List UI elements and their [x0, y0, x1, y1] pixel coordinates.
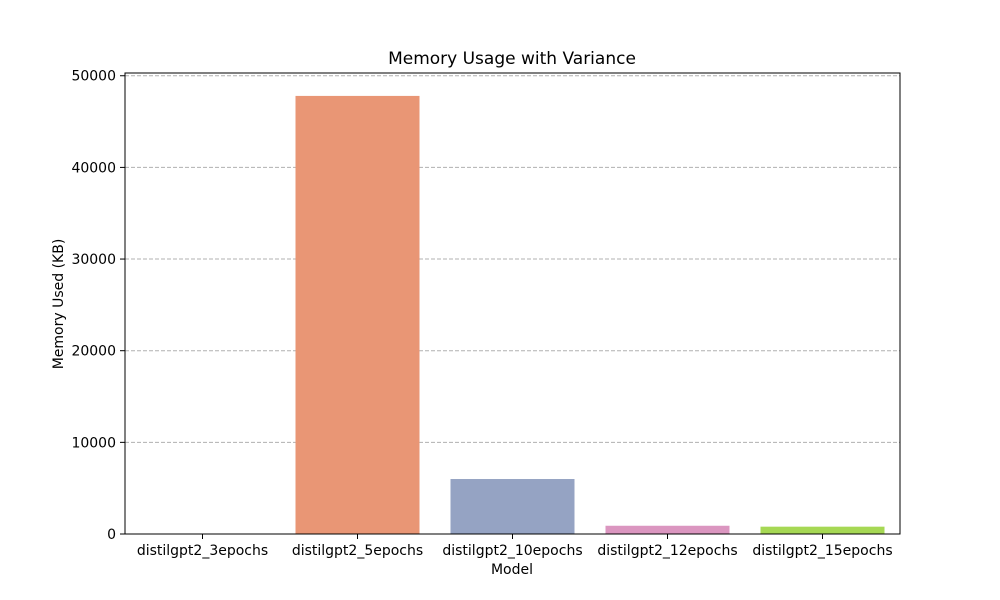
chart-title: Memory Usage with Variance: [388, 49, 636, 69]
x-tick-label: distilgpt2_12epochs: [597, 543, 737, 559]
y-tick-label: 10000: [71, 435, 116, 451]
x-axis-title: Model: [491, 562, 533, 578]
bar-distilgpt2_10epochs: [450, 479, 575, 534]
y-tick-label: 0: [107, 527, 116, 543]
x-tick-label: distilgpt2_15epochs: [752, 543, 892, 559]
bar-distilgpt2_12epochs: [605, 525, 730, 534]
bar-distilgpt2_5epochs: [295, 95, 420, 534]
y-tick-label: 20000: [71, 344, 116, 360]
y-axis: 0 10000 20000 30000 40000 50000: [71, 69, 125, 543]
x-tick-label: distilgpt2_10epochs: [442, 543, 582, 559]
bar-distilgpt2_15epochs: [760, 526, 885, 534]
y-tick-label: 40000: [71, 160, 116, 176]
y-tick-label: 50000: [71, 69, 116, 85]
grid-lines: [125, 75, 900, 535]
x-axis: distilgpt2_3epochs distilgpt2_5epochs dist…: [137, 534, 893, 559]
bars: [295, 95, 885, 534]
y-axis-title: Memory Used (KB): [51, 239, 67, 370]
y-tick-label: 30000: [71, 252, 116, 268]
x-tick-label: distilgpt2_5epochs: [292, 543, 423, 559]
plot-frame: [124, 72, 901, 535]
x-tick-label: distilgpt2_3epochs: [137, 543, 268, 559]
